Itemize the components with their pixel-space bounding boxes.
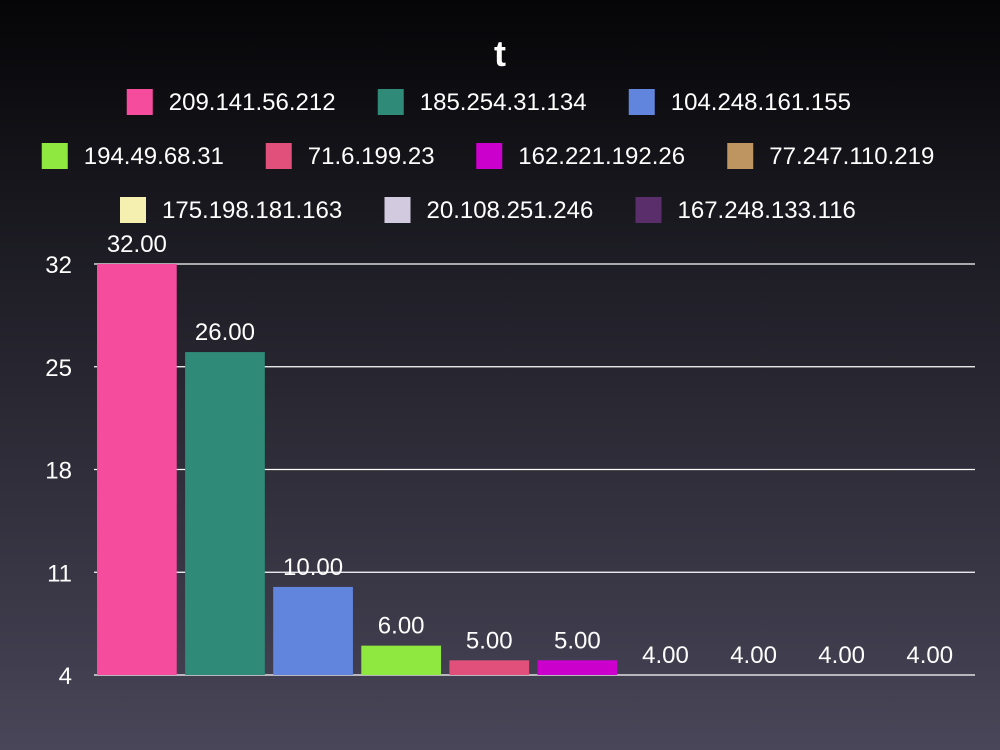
data-label: 6.00 — [378, 613, 425, 640]
legend-label: 162.221.192.26 — [518, 143, 685, 170]
legend: 209.141.56.212 185.254.31.134 104.248.161.… — [41, 89, 934, 224]
data-labels: 32.00 26.00 10.00 6.00 5.00 5.00 4.00 4.00 4.00 4… — [107, 231, 953, 669]
legend-swatch — [384, 197, 411, 223]
chart-title: t — [494, 33, 506, 74]
data-label: 5.00 — [466, 627, 513, 654]
legend-swatch — [476, 143, 503, 169]
data-label: 10.00 — [283, 554, 343, 581]
legend-swatch — [265, 143, 292, 169]
legend-label: 77.247.110.219 — [769, 143, 934, 170]
bar — [361, 645, 442, 675]
legend-label: 185.254.31.134 — [420, 89, 587, 116]
data-label: 32.00 — [107, 231, 167, 258]
bar — [273, 586, 353, 675]
y-tick-label: 11 — [47, 560, 72, 587]
legend-label: 20.108.251.246 — [427, 197, 594, 224]
bars — [97, 264, 618, 675]
legend-swatch — [628, 89, 655, 115]
bar — [449, 660, 530, 675]
data-label: 5.00 — [554, 627, 601, 654]
data-label: 4.00 — [906, 642, 953, 669]
legend-swatch — [377, 89, 404, 115]
legend-label: 175.198.181.163 — [162, 197, 342, 224]
legend-swatch — [727, 143, 754, 169]
legend-label: 194.49.68.31 — [84, 143, 224, 170]
legend-swatch — [120, 197, 146, 223]
legend-swatch — [126, 89, 153, 115]
data-label: 4.00 — [818, 642, 865, 669]
y-tick-label: 18 — [45, 458, 72, 485]
legend-label: 209.141.56.212 — [169, 89, 336, 116]
y-tick-label: 32 — [45, 252, 72, 279]
data-label: 26.00 — [195, 319, 255, 346]
data-label: 4.00 — [730, 642, 777, 669]
bar — [97, 264, 177, 675]
legend-swatch — [41, 143, 68, 169]
y-axis: 4 11 18 25 32 — [45, 252, 72, 690]
y-tick-label: 25 — [45, 355, 72, 382]
data-label: 4.00 — [642, 642, 689, 669]
legend-swatch — [635, 197, 662, 223]
bar — [537, 660, 618, 675]
y-tick-label: 4 — [59, 663, 72, 690]
legend-label: 71.6.199.23 — [308, 143, 435, 170]
bar — [185, 352, 265, 675]
legend-label: 104.248.161.155 — [671, 89, 851, 116]
legend-label: 167.248.133.116 — [678, 197, 856, 224]
